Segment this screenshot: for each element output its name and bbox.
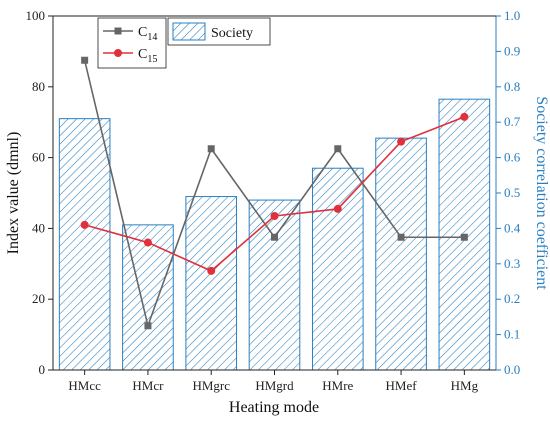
y-tick-label-right: 0.5 — [504, 185, 520, 200]
point-c15-hmcr — [143, 238, 152, 247]
y-tick-label-right: 0.3 — [504, 256, 520, 271]
x-tick-label-hmre: HMre — [322, 378, 353, 393]
y-tick-label-right: 0.2 — [504, 291, 520, 306]
point-c15-hmgrd — [270, 212, 279, 221]
point-c15-hmgrc — [207, 266, 216, 275]
axes-layer: 0 20 40 60 80 100 0.0 0.1 0.2 0.3 0.4 0.5 0.6 0.7 0.8 0… — [26, 8, 521, 393]
legend-box-lines — [97, 17, 167, 69]
point-c14-hmg — [460, 233, 468, 241]
bar-hmre — [311, 167, 364, 371]
bar-hmgrd — [248, 199, 301, 371]
point-c14-hmgrd — [271, 233, 278, 241]
y-axis-title-left: Index value (dmnl) — [5, 132, 22, 255]
legend-label-subscript: 14 — [147, 32, 157, 43]
y-tick-label-right: 0.9 — [504, 43, 520, 58]
x-tick-label-hmgrc: HMgrc — [192, 378, 230, 393]
y-tick-label-left: 20 — [32, 291, 45, 306]
x-tick-label-hmgrd: HMgrd — [255, 378, 294, 393]
y-tick-label-right: 0.8 — [504, 79, 520, 94]
y-tick-label-left: 40 — [32, 220, 45, 235]
bar-hmgrc — [185, 196, 238, 371]
point-c14-hmcr — [144, 322, 152, 330]
y-tick-label-right: 0.4 — [504, 220, 521, 235]
x-tick-label-hmef: HMef — [386, 378, 418, 393]
x-tick-label-hmg: HMg — [451, 378, 479, 393]
x-tick-label-hmcc: HMcc — [68, 378, 101, 393]
point-c14-hmcc — [81, 56, 89, 64]
legend-label-main: C — [138, 47, 147, 62]
y-tick-label-left: 60 — [32, 150, 45, 165]
point-c14-hmre — [334, 145, 342, 153]
legend-marker-square — [114, 27, 122, 35]
y-tick-label-right: 0.1 — [504, 327, 520, 342]
legend-label-society: Society — [211, 26, 253, 41]
legend-label-c14: C14 — [138, 25, 157, 43]
legend-label-subscript: 15 — [147, 54, 157, 65]
x-tick-label-hmcr: HMcr — [132, 378, 164, 393]
legend-label-main: C — [138, 25, 147, 40]
y-tick-label-left: 80 — [32, 79, 45, 94]
bar-hmcc — [58, 118, 111, 371]
y-tick-label-right: 1.0 — [504, 8, 520, 23]
y-tick-label-right: 0.7 — [504, 114, 521, 129]
legend-label-c15: C15 — [138, 47, 157, 65]
point-c14-hmgrc — [207, 145, 215, 153]
bar-hmef — [375, 137, 427, 371]
legend-marker-circle — [114, 49, 122, 57]
y-axis-title-right: Society correlation coefficient — [533, 96, 550, 290]
y-tick-label-right: 0.0 — [504, 362, 520, 377]
y-tick-label-left: 100 — [26, 8, 46, 23]
point-c15-hmg — [460, 112, 469, 121]
x-axis-title: Heating mode — [229, 399, 319, 416]
y-tick-label-right: 0.6 — [504, 150, 521, 165]
lines-layer — [80, 56, 469, 330]
bar-hmcr — [122, 224, 174, 371]
legend-swatch-society — [172, 22, 206, 41]
point-c15-hmre — [333, 204, 342, 213]
point-c15-hmef — [397, 137, 406, 146]
point-c15-hmcc — [80, 220, 89, 229]
bars-layer — [58, 98, 491, 371]
y-tick-label-left: 0 — [39, 362, 46, 377]
point-c14-hmef — [397, 233, 405, 241]
